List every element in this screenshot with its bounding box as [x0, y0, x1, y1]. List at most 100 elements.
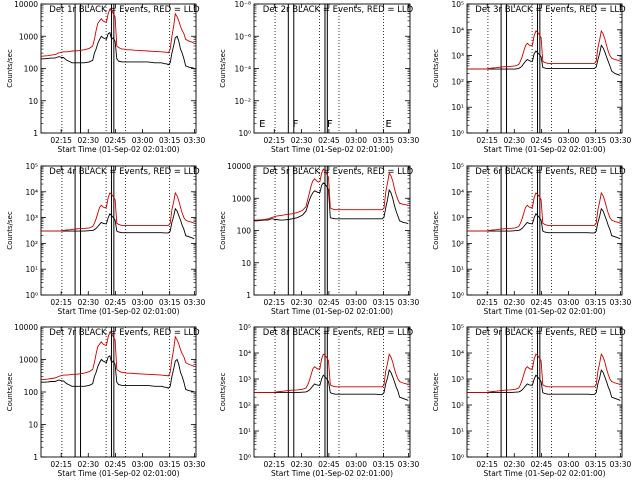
x-tick-label: 03:00: [132, 460, 154, 469]
y-tick-label: 10¹: [25, 265, 38, 274]
x-tick-label: 02:45: [105, 460, 127, 469]
x-tick-label: 03:15: [373, 136, 395, 145]
flag-marker-label: E: [259, 119, 265, 130]
panel-title: Det 5r BLACK = Events, RED = LLD: [263, 167, 414, 177]
panel-det-6: Det 6r BLACK = Events, RED = LLD 10⁰ 10¹ 10…: [432, 162, 631, 316]
x-tick-label: 03:15: [159, 136, 181, 145]
x-tick-label: 02:15: [50, 136, 72, 145]
y-tick-label: 10⁻²: [234, 97, 251, 106]
x-tick-label: 03:00: [558, 460, 580, 469]
x-tick-label: 03:30: [610, 460, 632, 469]
y-axis-label: Counts/sec: [6, 211, 14, 250]
x-tick-label: 02:45: [105, 136, 127, 145]
x-tick-label: 02:30: [291, 460, 313, 469]
y-axis-label: Counts/sec: [6, 49, 14, 88]
y-tick-label: 10⁰: [238, 129, 251, 138]
x-tick-label: 03:00: [345, 136, 367, 145]
x-tick-label: 02:30: [77, 136, 99, 145]
y-tick-label: 10: [28, 97, 38, 106]
panel-det-5: Det 5r BLACK = Events, RED = LLD 1 10 100 10…: [219, 162, 419, 316]
y-tick-label: 1000: [19, 32, 38, 41]
y-tick-label: 10000: [227, 162, 251, 171]
y-tick-label: 100: [24, 65, 39, 74]
y-tick-label: 10²: [451, 401, 464, 410]
series-lld-line: [467, 29, 621, 70]
x-tick-label: 02:30: [291, 136, 313, 145]
panel-title: Det 3r BLACK = Events, RED = LLD: [475, 5, 626, 15]
y-tick-label: 10³: [25, 214, 38, 223]
y-axis-label: Counts/sec: [432, 49, 440, 88]
y-tick-label: 10000: [14, 0, 38, 9]
y-tick-label: 10⁵: [451, 323, 464, 332]
y-tick-label: 1000: [232, 194, 251, 203]
x-axis-label: Start Time (01-Sep-02 02:01:00): [271, 469, 393, 478]
flag-marker-label: F: [293, 119, 299, 130]
panel-det-2: Det 2r BLACK = Events, RED = LLD 10⁰ 10⁻² 1…: [219, 0, 419, 154]
x-tick-label: 02:30: [503, 298, 525, 307]
y-tick-label: 10³: [451, 214, 464, 223]
x-tick-label: 03:15: [373, 298, 395, 307]
x-tick-label: 02:30: [77, 460, 99, 469]
x-tick-label: 03:30: [184, 136, 206, 145]
plot-frame: [40, 326, 197, 458]
panel-det-9: Det 9r BLACK = Events, RED = LLD 10⁰ 10¹ 10…: [432, 323, 631, 478]
x-tick-label: 03:00: [132, 136, 154, 145]
plot-frame: [466, 165, 623, 296]
y-axis-label: Counts/sec: [432, 211, 440, 250]
x-axis-label: Start Time (01-Sep-02 02:01:00): [484, 145, 606, 154]
y-axis-label: Counts/sec: [6, 373, 14, 412]
y-tick-label: 10³: [451, 375, 464, 384]
panel-det-7: Det 7r BLACK = Events, RED = LLD 1 10 100 10…: [6, 323, 205, 478]
y-tick-label: 10⁻⁶: [234, 32, 251, 41]
x-axis-label: Start Time (01-Sep-02 02:01:00): [58, 469, 180, 478]
y-tick-label: 10¹: [451, 265, 464, 274]
x-tick-label: 03:15: [373, 460, 395, 469]
y-tick-label: 10⁰: [238, 453, 251, 462]
series-lld-line: [467, 191, 621, 232]
y-tick-label: 10⁵: [238, 323, 251, 332]
series-lld-line: [254, 168, 409, 221]
y-axis-label: Counts/sec: [219, 211, 227, 250]
x-tick-label: 03:00: [345, 460, 367, 469]
series-events-line: [41, 355, 195, 393]
x-tick-label: 02:15: [263, 460, 285, 469]
x-tick-label: 03:30: [610, 298, 632, 307]
x-tick-label: 03:30: [398, 136, 420, 145]
x-axis-label: Start Time (01-Sep-02 02:01:00): [484, 307, 606, 316]
series-lld-line: [41, 8, 195, 57]
y-tick-label: 10⁰: [451, 453, 464, 462]
panel-det-3: Det 3r BLACK = Events, RED = LLD 10⁰ 10¹ 10…: [432, 0, 631, 154]
y-axis-label: Counts/sec: [219, 49, 227, 88]
x-tick-label: 03:15: [585, 298, 607, 307]
x-tick-label: 02:30: [77, 298, 99, 307]
series-events-line: [254, 369, 409, 401]
y-tick-label: 10¹: [451, 427, 464, 436]
x-tick-label: 02:30: [291, 298, 313, 307]
y-tick-label: 1000: [19, 356, 38, 365]
y-tick-label: 10⁵: [451, 162, 464, 171]
y-tick-label: 10⁴: [238, 349, 251, 358]
panel-title: Det 8r BLACK = Events, RED = LLD: [263, 328, 414, 338]
y-tick-label: 10⁰: [451, 291, 464, 300]
x-tick-label: 02:15: [476, 460, 498, 469]
y-tick-label: 10²: [451, 77, 464, 86]
y-tick-label: 10⁻⁴: [234, 65, 251, 74]
plot-frame: [253, 165, 411, 296]
panel-title: Det 1r BLACK = Events, RED = LLD: [49, 5, 200, 15]
plot-frame: [253, 3, 411, 134]
y-tick-label: 10⁻⁸: [234, 0, 251, 9]
panel-title: Det 4r BLACK = Events, RED = LLD: [49, 167, 200, 177]
x-tick-label: 02:15: [476, 136, 498, 145]
plot-frame: [466, 326, 623, 458]
panel-title: Det 2r BLACK = Events, RED = LLD: [263, 5, 414, 15]
x-tick-label: 03:00: [345, 298, 367, 307]
x-tick-label: 02:45: [105, 298, 127, 307]
x-axis-label: Start Time (01-Sep-02 02:01:00): [271, 307, 393, 316]
series-lld-line: [41, 331, 195, 381]
panel-title: Det 6r BLACK = Events, RED = LLD: [475, 167, 626, 177]
x-tick-label: 03:15: [585, 460, 607, 469]
x-tick-label: 03:00: [132, 298, 154, 307]
series-events-line: [467, 369, 621, 401]
y-tick-label: 10⁵: [25, 162, 38, 171]
y-tick-label: 10⁴: [451, 188, 464, 197]
